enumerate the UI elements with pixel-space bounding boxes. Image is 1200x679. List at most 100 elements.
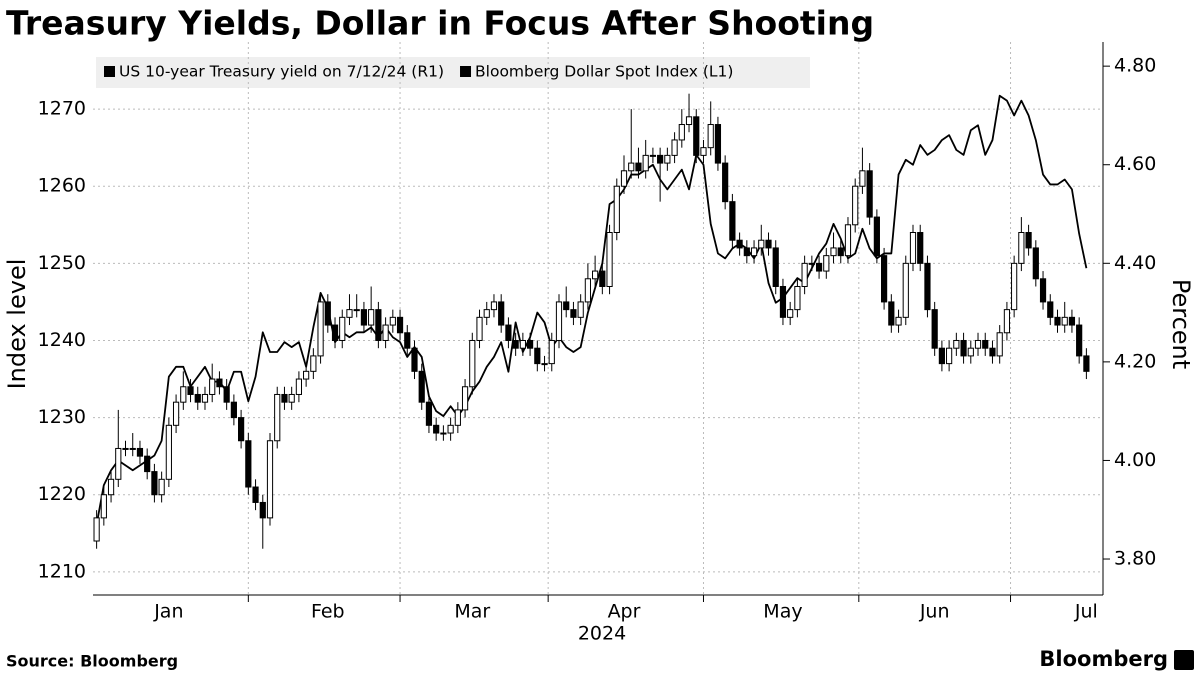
candle-body <box>1068 316 1076 326</box>
y-tick-label: 1250 <box>38 252 86 274</box>
candle-body <box>238 417 245 442</box>
x-tick-label: Jun <box>919 601 950 623</box>
candle-body <box>180 386 187 403</box>
legend-swatch <box>104 66 115 77</box>
candle-body <box>346 309 353 318</box>
candle-body <box>498 301 505 326</box>
x-tick-label: Jul <box>1074 601 1098 623</box>
y2-tick-label: 4.20 <box>1114 350 1156 372</box>
candle-body <box>642 154 649 172</box>
candle-body <box>107 478 115 496</box>
candle-body <box>996 332 1003 357</box>
y2-tick-label: 4.40 <box>1114 252 1156 274</box>
legend-swatch <box>460 66 472 77</box>
candle-body <box>685 116 693 126</box>
candle-body <box>230 401 237 419</box>
candle-body <box>418 370 425 403</box>
y-tick-label: 1220 <box>38 483 86 505</box>
x-tick-label: May <box>763 601 802 623</box>
x-tick-label: Jan <box>153 601 183 623</box>
y2-tick-label: 4.60 <box>1114 153 1156 175</box>
x-tick-label: Feb <box>311 601 345 623</box>
candle-body <box>519 339 526 349</box>
candle-body <box>461 386 469 411</box>
candle-body <box>1061 316 1068 326</box>
y-axis-title: Index level <box>3 259 31 390</box>
candle-body <box>606 232 613 287</box>
candle-body <box>628 162 635 172</box>
candle-body <box>274 393 281 442</box>
candle-body <box>938 347 945 365</box>
candle-body <box>136 447 144 457</box>
candle-body <box>404 332 411 349</box>
candle-body <box>924 262 931 311</box>
candle-body <box>794 285 801 311</box>
candle-body <box>411 347 418 372</box>
candle-body <box>310 355 317 372</box>
candle-body <box>317 301 324 357</box>
candle-body <box>917 232 924 264</box>
candle-body <box>693 116 700 156</box>
candle-body <box>476 316 483 341</box>
candle-body <box>555 301 563 341</box>
y2-axis-title: Percent <box>1167 279 1195 369</box>
candle-body <box>425 401 433 426</box>
candle-body <box>823 255 830 272</box>
candle-body <box>129 447 136 450</box>
candle-body <box>852 185 859 226</box>
candle-body <box>245 440 252 488</box>
candle-body <box>743 247 750 257</box>
candle-body <box>396 316 404 334</box>
candle-body <box>353 309 360 312</box>
source: Source: Bloomberg <box>6 652 178 671</box>
candle-body <box>620 170 628 187</box>
candle-body <box>158 478 165 496</box>
candle-body <box>447 424 454 434</box>
candle-body <box>815 262 823 272</box>
candle-body <box>382 324 389 341</box>
candle-body <box>714 124 722 164</box>
chart-title: Treasury Yields, Dollar in Focus After S… <box>6 4 874 43</box>
candle-body <box>765 239 772 249</box>
candle-body <box>122 447 129 450</box>
line <box>95 94 1088 525</box>
candle-body <box>613 185 620 234</box>
candle-body <box>172 401 180 426</box>
x-tick-label: Mar <box>454 601 490 623</box>
candle-body <box>584 278 591 303</box>
candle-body <box>1011 262 1018 311</box>
candle-body <box>324 301 331 326</box>
candle-body <box>223 386 230 403</box>
candle-body <box>303 370 310 380</box>
candle-body <box>635 162 642 172</box>
legend-label: Bloomberg Dollar Spot Index (L1) <box>475 63 733 81</box>
candle-body <box>657 154 664 164</box>
candle-body <box>787 309 794 318</box>
candle-body <box>1018 232 1025 264</box>
candle-body <box>772 247 779 287</box>
candle-body <box>722 162 729 203</box>
candle-body <box>1039 278 1047 303</box>
y-tick-label: 1270 <box>38 98 86 120</box>
candle-body <box>360 309 368 326</box>
candle-body <box>295 378 303 395</box>
candle-body <box>1032 247 1039 280</box>
candle-body <box>678 124 685 141</box>
candle-body <box>902 262 909 318</box>
candle-body <box>570 309 577 318</box>
candle-body <box>100 494 107 519</box>
candle-body <box>830 247 837 257</box>
candle-body <box>512 339 519 349</box>
candle-body <box>736 239 743 249</box>
candle-body <box>194 393 201 403</box>
candle-body <box>375 309 382 341</box>
candle-body <box>339 316 346 341</box>
candle-body <box>1083 355 1090 372</box>
candle-body <box>758 239 765 249</box>
candle-body <box>866 170 873 218</box>
candle-body <box>541 363 548 366</box>
candle-body <box>165 424 172 480</box>
candle-body <box>281 393 288 403</box>
candle-body <box>960 339 967 357</box>
